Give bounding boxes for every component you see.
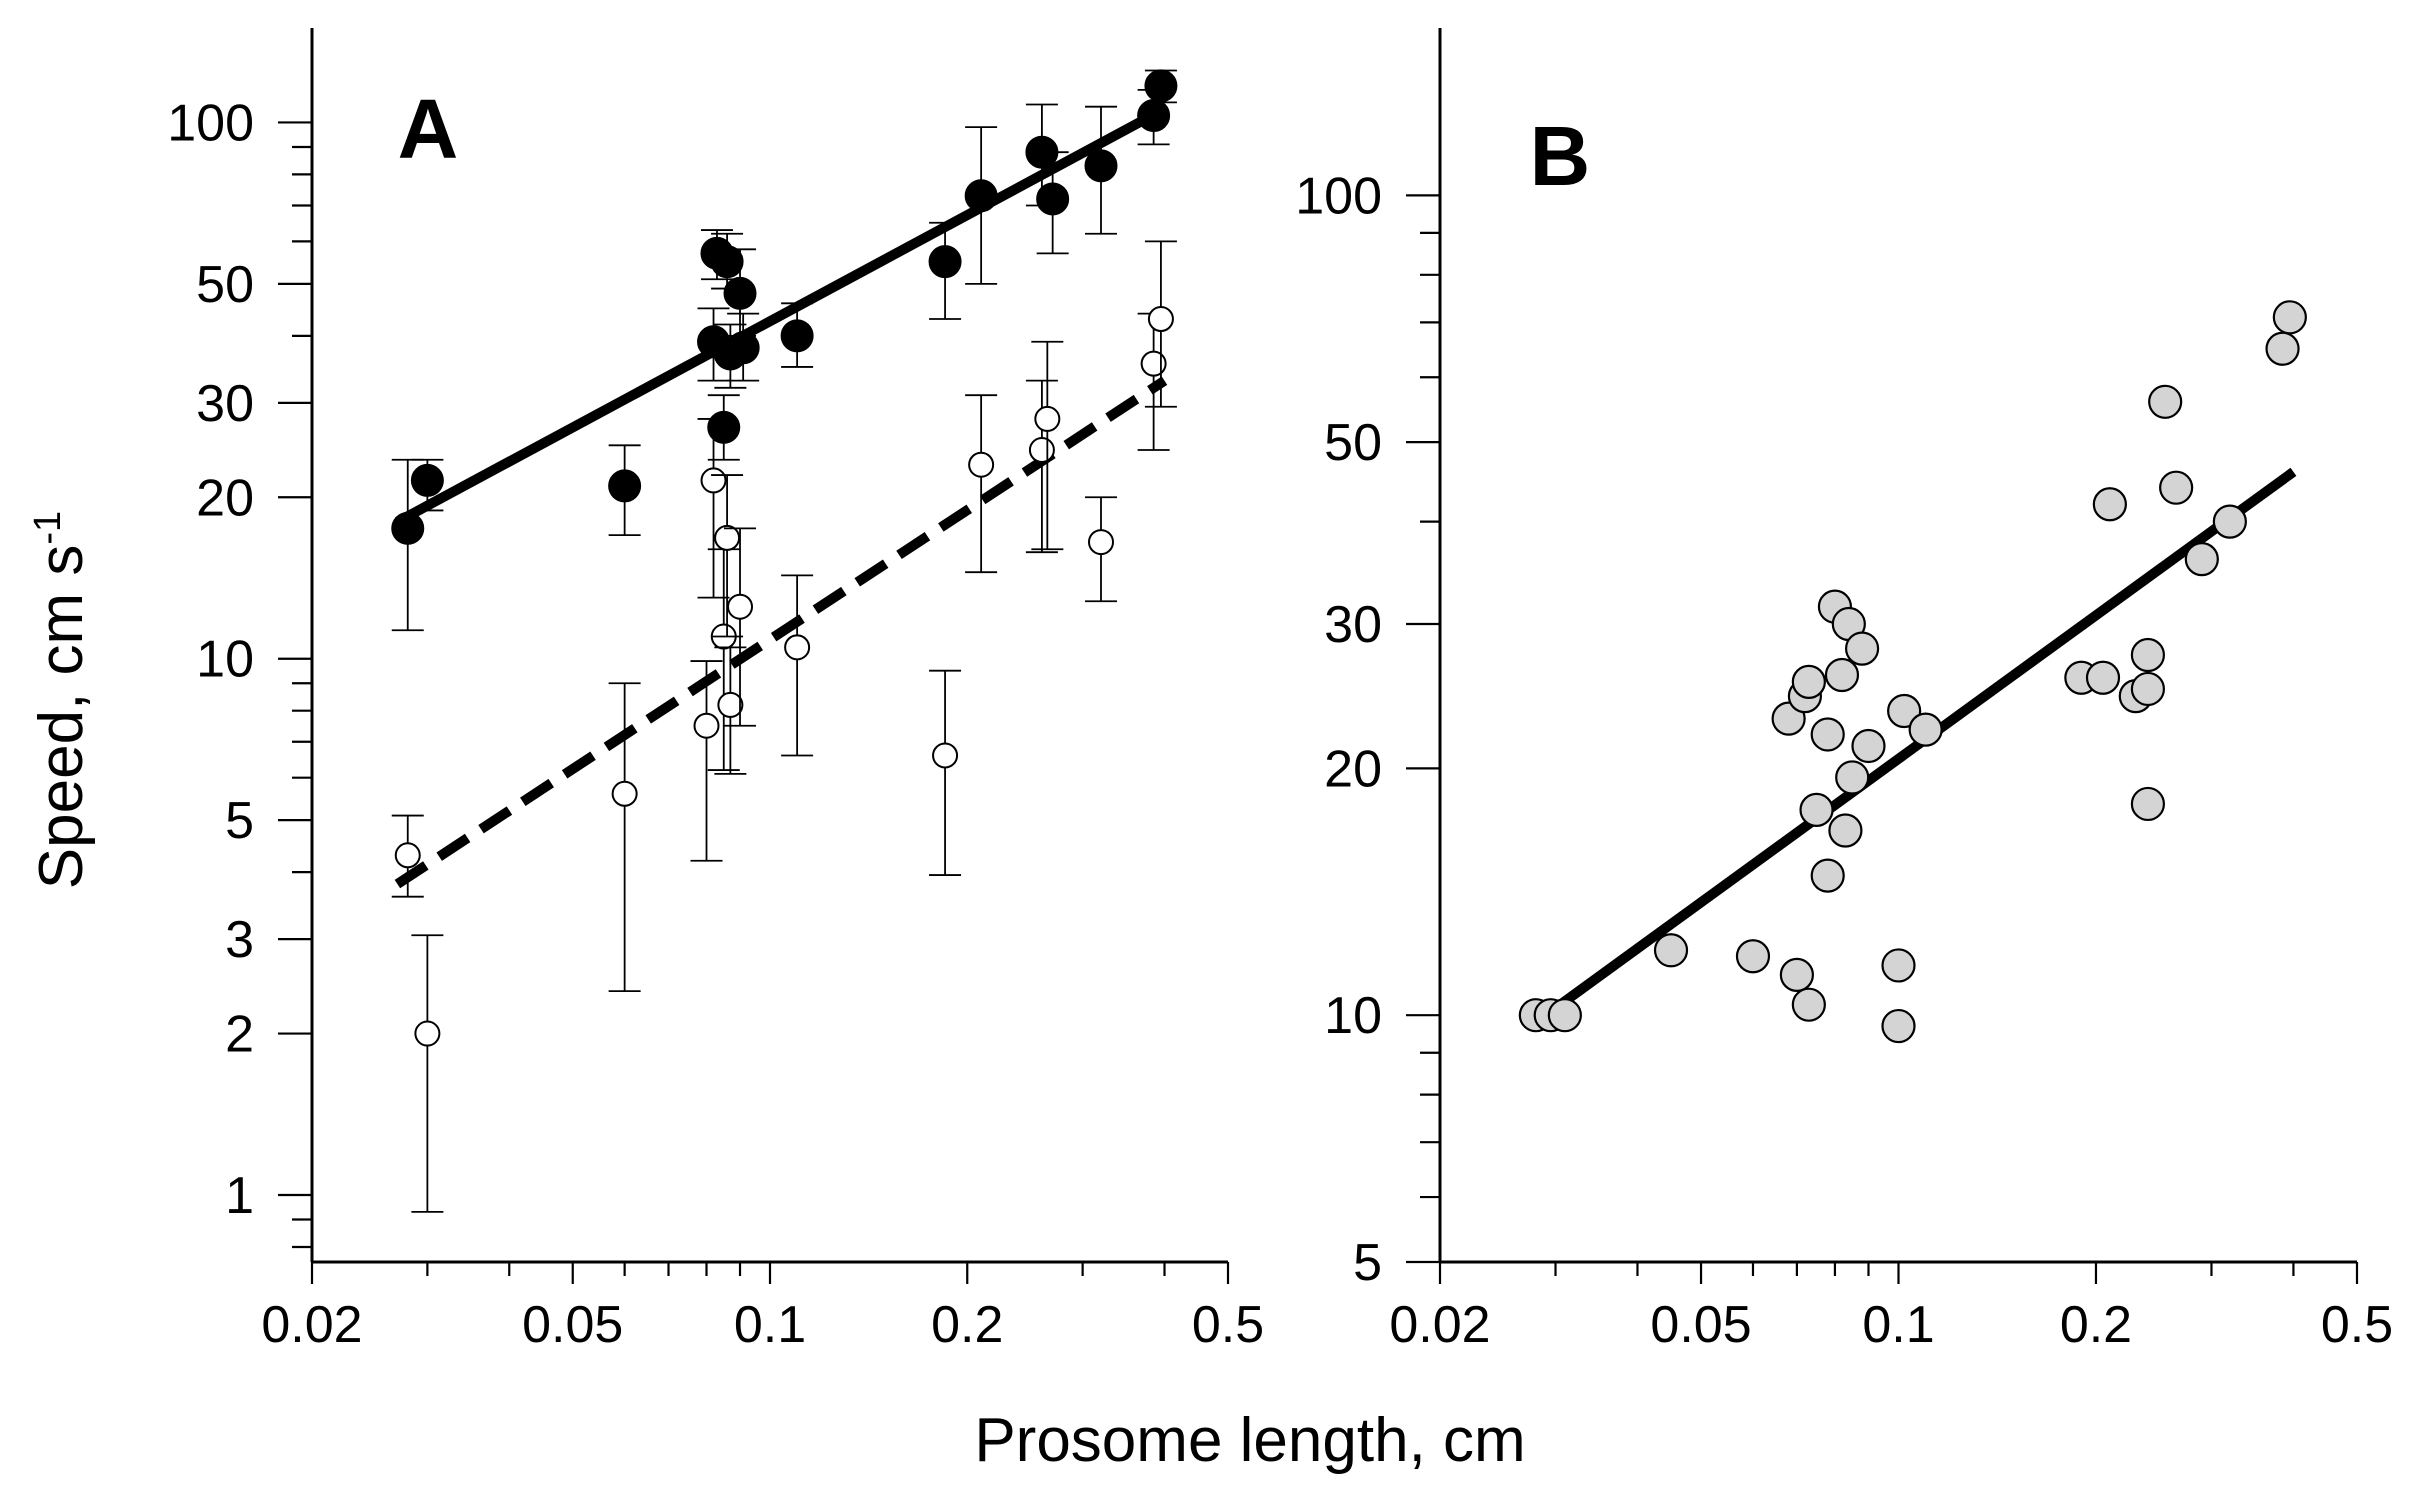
panel-a-y-tick-label: 30 [196,375,254,433]
panel-a-title: A [398,82,459,176]
panel-a-open-point [968,451,995,478]
panel-a-y-tick-label: 20 [196,469,254,527]
panel-b-gray-point [1908,712,1943,747]
panel-b-gray-point [2265,331,2300,366]
panel-b-gray-point [2085,660,2121,695]
panel-a-filled-fit-line [395,104,1167,527]
panel-b-gray-point [2130,671,2166,707]
panel-a-open-point [700,467,727,494]
y-axis-label-group: Speed, cm s-1 [27,511,96,889]
x-axis-label: Prosome length, cm [974,1406,1525,1475]
panel-a-open-point [1034,405,1061,432]
panel-a-filled-point [726,331,760,365]
y-axis-label-superscript: -1 [27,511,69,545]
panel-a-filled-point [964,179,998,213]
panel-a-filled-point [1144,69,1178,103]
panel-b-y-tick-label: 100 [1295,167,1382,225]
panel-b-gray-fit-line [1532,467,2297,1027]
panel-b-gray-point [1810,858,1845,893]
panel-a-y-tick-label: 1 [225,1167,254,1225]
panel-b-x-tick-label: 0.1 [1862,1296,1934,1354]
panel-b-y-tick-label: 50 [1324,414,1382,472]
panel-b-gray-point [2272,300,2307,335]
y-axis-label: Speed, cm s [27,545,96,890]
panel-b-gray-point [2148,384,2183,419]
panel-a-y-tick-label: 2 [225,1006,254,1064]
panel-a-open-point [727,593,754,620]
panel-b-gray-point [1881,1008,1916,1044]
panel-b-gray-point [2212,504,2247,539]
panel-b: 0.02 0.05 0.1 0.2 0.5 5 10 20 30 50 100 B [1295,28,2393,1354]
panel-b-gray-point [1810,717,1845,752]
panel-b-gray-point [1881,948,1916,983]
panel-a-x-tick-label: 0.02 [261,1296,362,1354]
panel-a-y-tick-label: 3 [225,911,254,969]
panel-b-x-tick-label: 0.02 [1389,1296,1490,1354]
panel-a-filled-point [710,245,744,279]
panel-b-gray-point [1828,813,1863,848]
panel-a-open-point [693,712,720,739]
panel-a-open-point [932,742,959,769]
panel-b-gray-point [1779,957,1814,992]
panel-a-filled-point [707,410,741,444]
panel-a-open-point [1087,529,1114,556]
panel-b-gray-point [2130,786,2166,822]
panel-a-open-point [714,524,741,551]
panel-a-filled-point [780,319,814,353]
panel-a-open-point [784,634,811,661]
panel-a-y-tick-label: 100 [167,94,254,152]
panel-b-gray-point [1844,631,1880,666]
panel-a-filled-point [1036,182,1070,216]
svg-text:Speed, cm s-1: Speed, cm s-1 [27,511,96,889]
panel-b-gray-point [2184,542,2219,577]
panel-b-gray-point [2130,637,2166,673]
panel-a-open-point [1147,305,1174,332]
panel-b-x-tick-label: 0.5 [2321,1296,2393,1354]
panel-b-y-tick-label: 5 [1353,1234,1382,1292]
panel-a-filled-point [1084,149,1118,183]
panel-a-filled-point [928,245,962,279]
panel-b-gray-point [1791,987,1826,1022]
panel-a-open-point [611,780,638,807]
panel-a-y-tick-label: 50 [196,256,254,314]
panel-a-filled-point [391,511,425,545]
panel-a-open-point [414,1020,441,1047]
panel-b-x-tick-label: 0.2 [2060,1296,2132,1354]
panel-a-open-point [394,842,421,869]
panel-a-filled-point [608,469,642,503]
panel-b-y-tick-label: 20 [1324,740,1382,798]
panel-b-gray-point [1835,760,1870,795]
panel-b-gray-point [1824,657,1860,693]
panel-b-gray-point [1791,664,1826,699]
panel-a-filled-point [723,276,757,310]
panel-a-y-tick-label: 10 [196,631,254,689]
panel-b-gray-point [1799,792,1834,827]
panel-a-open-fit-line [394,376,1168,889]
panel-a-open-point [1140,350,1167,377]
panel-a-x-tick-label: 0.2 [931,1296,1003,1354]
panel-a: 0.02 0.05 0.1 0.2 0.5 1 2 3 5 10 20 30 50 100 A [167,28,1264,1354]
panel-a-x-tick-label: 0.5 [1192,1296,1264,1354]
panel-b-gray-point [1653,933,1689,968]
panel-b-gray-point [1735,939,1771,974]
panel-a-open-point [1028,437,1055,464]
panel-b-y-tick-label: 30 [1324,596,1382,654]
panel-a-filled-point [1137,99,1171,133]
panel-b-gray-point [2159,470,2194,505]
panel-a-x-tick-label: 0.05 [522,1296,623,1354]
panel-a-y-tick-label: 5 [225,792,254,850]
panel-b-gray-point [1547,998,1582,1033]
panel-b-gray-point [1887,693,1922,729]
panel-b-gray-point [2092,487,2127,522]
panel-a-x-tick-label: 0.1 [734,1296,806,1354]
panel-b-gray-point [1851,728,1886,764]
panel-a-filled-point [410,463,444,497]
panel-b-x-tick-label: 0.05 [1650,1296,1751,1354]
panel-b-y-tick-label: 10 [1324,987,1382,1045]
panel-b-title: B [1530,109,1591,203]
panel-a-open-point [717,691,744,718]
